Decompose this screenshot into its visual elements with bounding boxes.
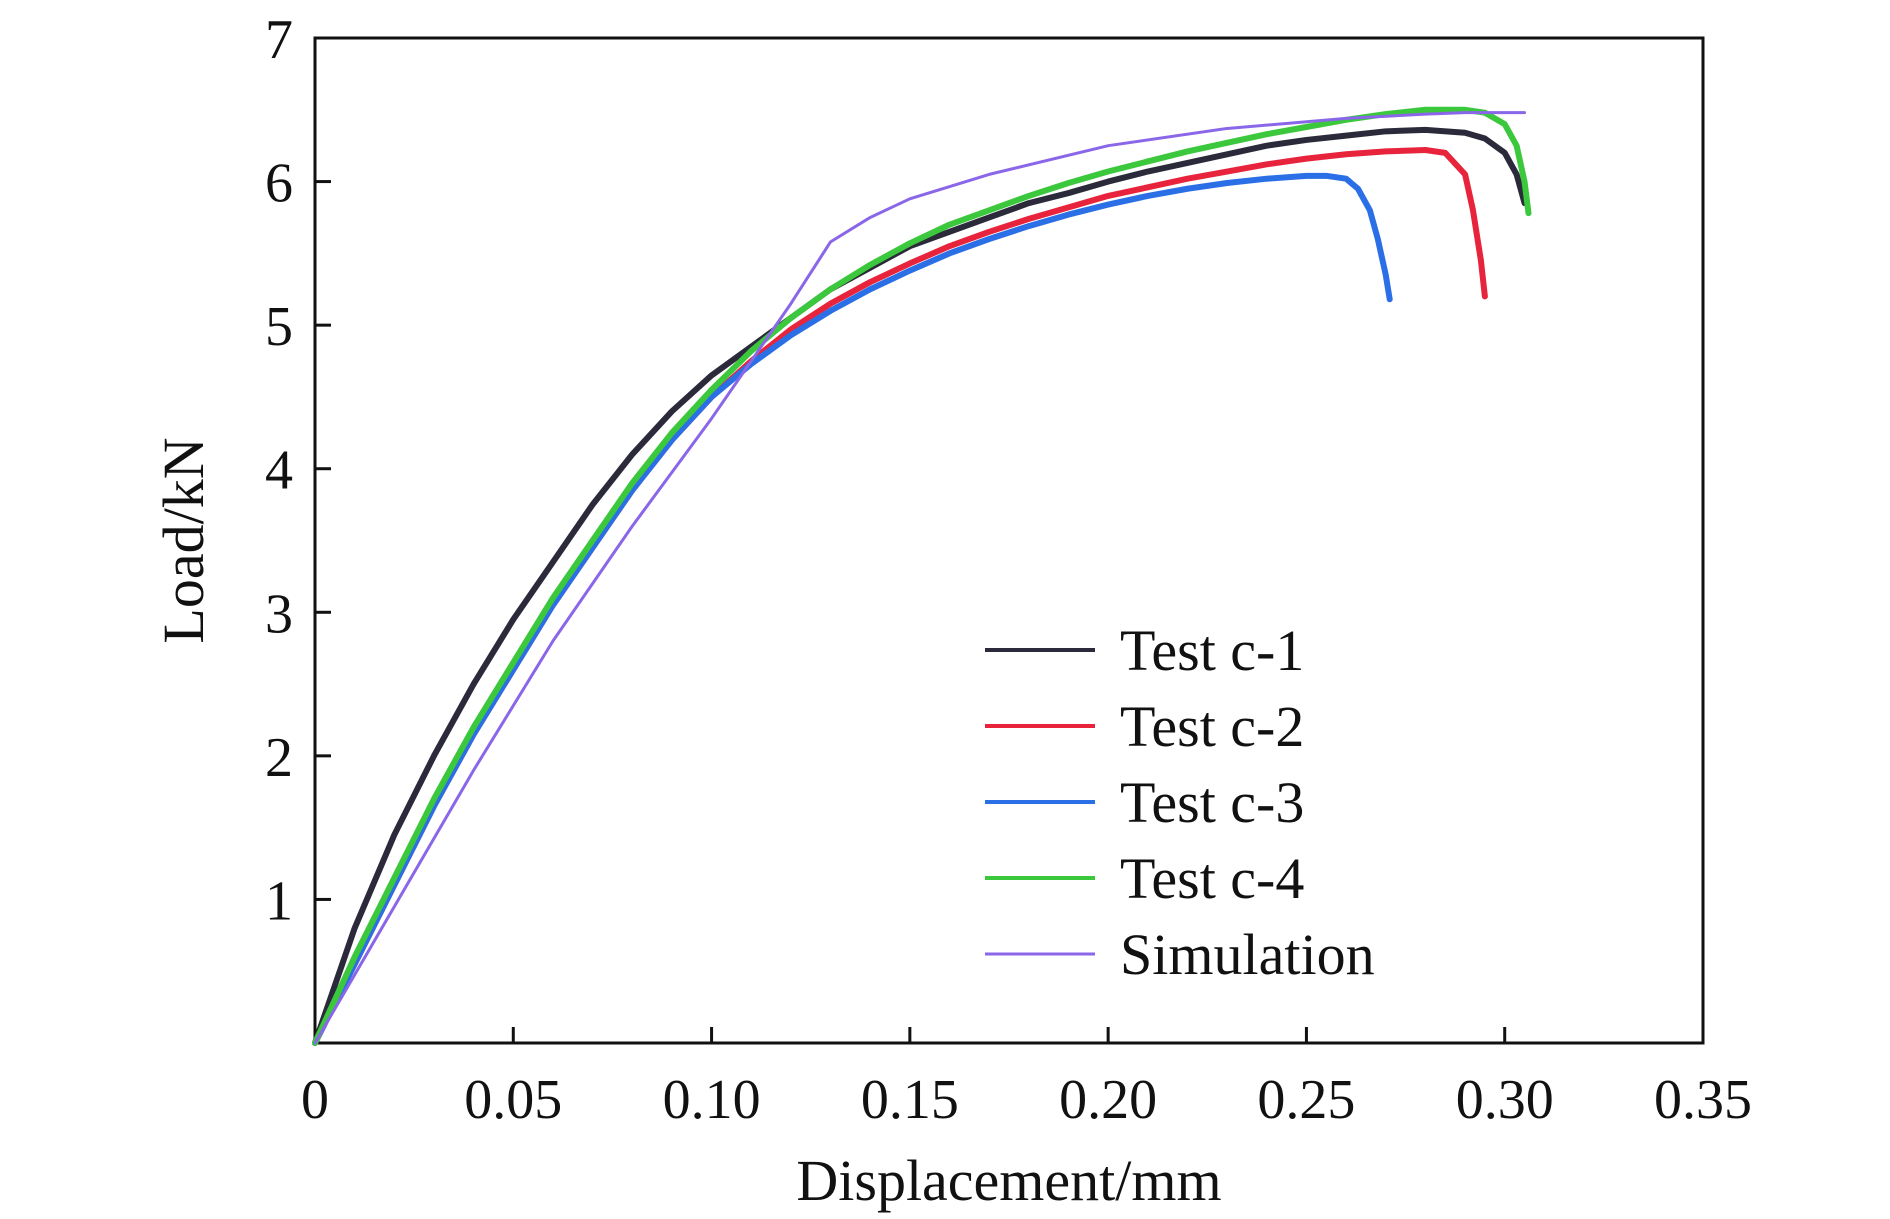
x-tick-label: 0.25 <box>1257 1069 1355 1131</box>
y-tick-label: 2 <box>265 727 293 789</box>
y-tick-label: 4 <box>265 440 293 502</box>
x-tick-label: 0.30 <box>1456 1069 1554 1131</box>
y-tick-label: 7 <box>265 9 293 71</box>
legend: Test c-1 Test c-2 Test c-3 Test c-4 Simulati… <box>985 618 1375 987</box>
y-tick-label: 6 <box>265 153 293 215</box>
chart: 0 0.05 0.10 0.15 0.20 0.25 0.30 0.35 1 2 3 4 5 6 7 Te… <box>0 0 1890 1219</box>
x-tick-label: 0.05 <box>464 1069 562 1131</box>
series-line-5 <box>315 113 1525 1043</box>
y-tick-label: 5 <box>265 296 293 358</box>
x-tick-label: 0 <box>301 1069 329 1131</box>
legend-label: Test c-1 <box>1120 618 1304 683</box>
legend-label: Test c-2 <box>1120 694 1304 759</box>
series-line-2 <box>315 150 1485 1043</box>
legend-label: Test c-3 <box>1120 770 1304 835</box>
y-axis-label: Load/kN <box>151 437 216 643</box>
x-tick-label: 0.10 <box>663 1069 761 1131</box>
x-tick-label: 0.35 <box>1654 1069 1752 1131</box>
legend-label: Simulation <box>1120 922 1375 987</box>
plot-frame <box>315 38 1703 1043</box>
series-line-3 <box>315 176 1390 1043</box>
series-layer <box>315 110 1529 1043</box>
x-axis-label: Displacement/mm <box>796 1148 1221 1213</box>
series-line-4 <box>315 110 1529 1043</box>
x-tick-label: 0.15 <box>861 1069 959 1131</box>
y-axis-ticks: 1 2 3 4 5 6 7 <box>265 9 331 932</box>
legend-label: Test c-4 <box>1120 846 1304 911</box>
y-tick-label: 3 <box>265 583 293 645</box>
y-tick-label: 1 <box>265 870 293 932</box>
x-tick-label: 0.20 <box>1059 1069 1157 1131</box>
